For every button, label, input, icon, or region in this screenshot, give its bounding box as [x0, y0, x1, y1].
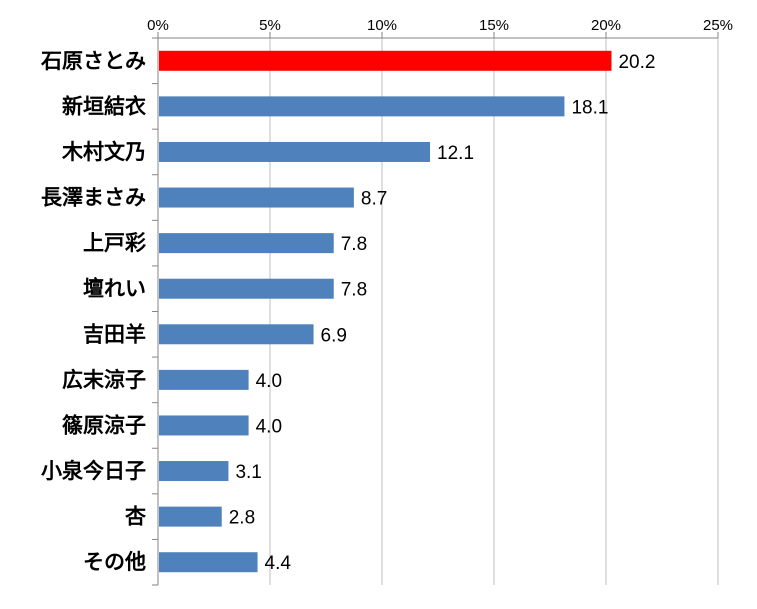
category-label: 新垣結衣 [62, 94, 146, 118]
bar [159, 278, 334, 299]
data-label: 8.7 [361, 189, 387, 210]
bar [159, 552, 258, 573]
bar [159, 461, 229, 482]
data-label: 20.2 [618, 52, 655, 73]
category-label: 石原さとみ [40, 49, 146, 73]
data-label: 7.8 [341, 234, 367, 255]
category-label: 吉田羊 [83, 322, 146, 346]
data-label: 12.1 [437, 143, 474, 164]
data-label: 7.8 [341, 280, 367, 301]
gridlines [269, 38, 719, 585]
bars [159, 50, 612, 573]
x-tick-label: 0% [147, 17, 169, 34]
bar [159, 324, 314, 345]
data-label: 3.1 [235, 462, 261, 483]
bar [159, 187, 354, 208]
data-label: 4.0 [256, 371, 282, 392]
category-label: 広末涼子 [62, 368, 146, 392]
data-label: 2.8 [229, 508, 255, 529]
x-tick-label: 15% [479, 17, 509, 34]
category-label: 木村文乃 [61, 140, 146, 164]
data-label: 6.9 [321, 325, 347, 346]
bar [159, 50, 612, 71]
data-label: 18.1 [571, 97, 608, 118]
bar [159, 369, 249, 390]
category-label: 長澤まさみ [41, 186, 146, 210]
data-label: 4.4 [265, 553, 292, 574]
data-labels: 20.2 18.1 12.1 8.7 7.8 7.8 6.9 4.0 4.0 3.1 2.8 4.4 [229, 52, 656, 574]
x-tick-label: 5% [259, 17, 281, 34]
x-tick-label: 25% [703, 17, 733, 34]
bar [159, 141, 431, 162]
bar [159, 506, 222, 527]
category-label: 壇れい [83, 277, 146, 301]
data-label: 4.0 [256, 416, 282, 437]
x-tick-label: 10% [367, 17, 397, 34]
category-label: 篠原涼子 [62, 413, 146, 437]
category-label: 上戸彩 [83, 231, 146, 255]
category-label: 小泉今日子 [41, 459, 146, 483]
bar [159, 96, 565, 117]
bar [159, 233, 334, 254]
category-label: 杏 [125, 505, 146, 529]
category-label: その他 [83, 550, 146, 574]
x-axis-ticks: 0% 5% 10% 15% 20% 25% [147, 17, 733, 39]
bar [159, 415, 249, 436]
x-tick-label: 20% [591, 17, 621, 34]
category-labels: 石原さとみ新垣結衣木村文乃長澤まさみ上戸彩壇れい吉田羊広末涼子篠原涼子小泉今日子… [40, 37, 158, 586]
